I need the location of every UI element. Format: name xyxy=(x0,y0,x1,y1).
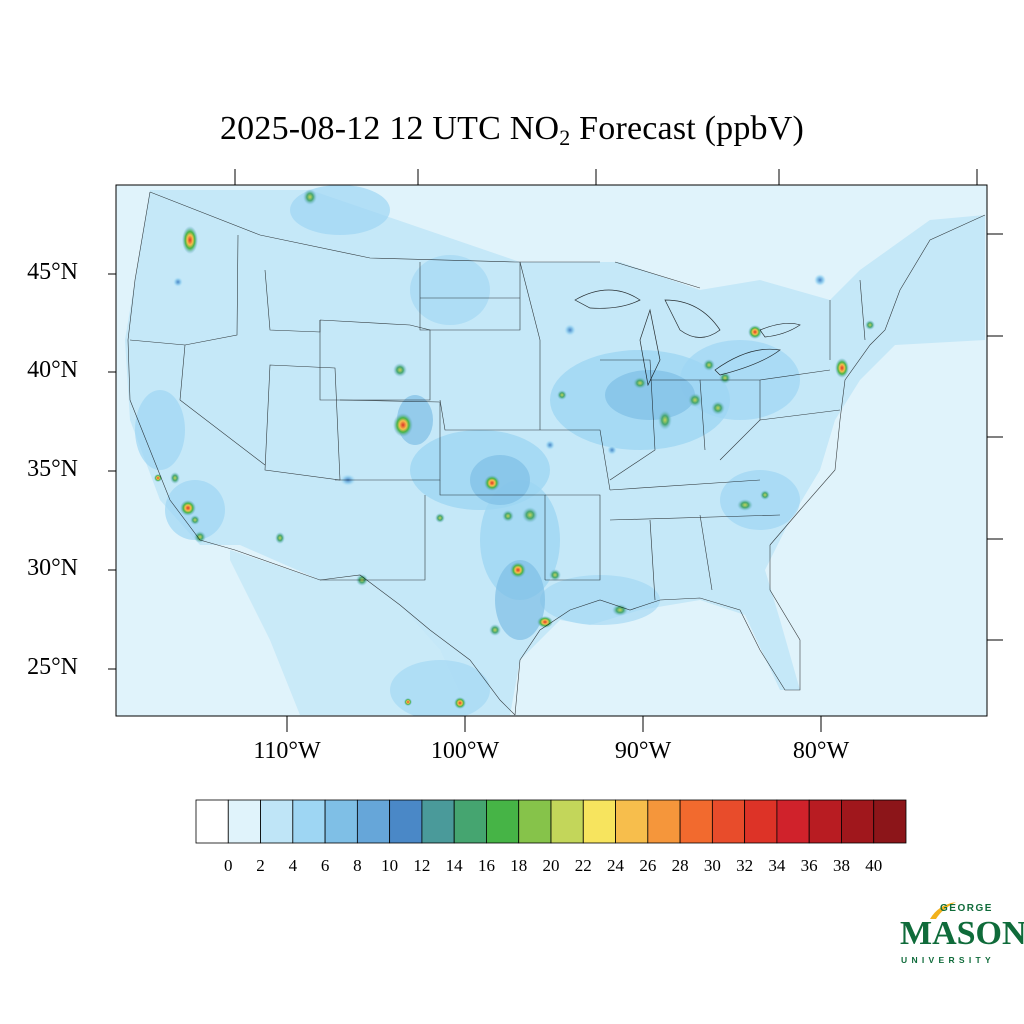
colorbar-swatch xyxy=(195,799,229,844)
lat-label-45: 45°N xyxy=(27,259,78,285)
logo-line1: GEORGE xyxy=(940,903,993,914)
colorbar-tick-label: 36 xyxy=(800,856,818,875)
colorbar-swatch xyxy=(647,799,681,844)
colorbar-swatch xyxy=(227,799,261,844)
lon-label-110w: 110°W xyxy=(253,738,321,764)
lat-label-30: 30°N xyxy=(27,555,78,581)
lon-ticks-top xyxy=(234,169,978,185)
colorbar xyxy=(195,799,907,844)
colorbar-swatch xyxy=(518,799,552,844)
lat-label-40: 40°N xyxy=(27,357,78,383)
lat-ticks-left xyxy=(108,273,116,670)
colorbar-swatch xyxy=(292,799,326,844)
lat-label-35: 35°N xyxy=(27,456,78,482)
colorbar-swatch xyxy=(873,799,907,844)
colorbar-tick-label: 12 xyxy=(413,856,431,875)
colorbar-tick-label: 32 xyxy=(736,856,754,875)
lon-label-100w: 100°W xyxy=(430,738,500,764)
logo-line2: MASON xyxy=(900,915,1024,952)
logo-swoosh-icon xyxy=(930,902,956,919)
colorbar-tick-label: 34 xyxy=(768,856,786,875)
colorbar-swatch xyxy=(453,799,487,844)
title-suffix: Forecast (ppbV) xyxy=(570,110,805,147)
colorbar-tick-label: 18 xyxy=(510,856,528,875)
colorbar-tick-label: 16 xyxy=(477,856,495,875)
colorbar-tick-label: 26 xyxy=(639,856,657,875)
colorbar-tick-label: 0 xyxy=(224,856,233,875)
colorbar-tick-label: 14 xyxy=(445,856,463,875)
colorbar-tick-label: 6 xyxy=(320,856,330,875)
colorbar-swatch xyxy=(841,799,875,844)
colorbar-swatch xyxy=(582,799,616,844)
colorbar-tick-label: 40 xyxy=(865,856,883,875)
title-prefix: 2025-08-12 12 UTC NO xyxy=(219,110,560,147)
colorbar-swatch xyxy=(324,799,358,844)
colorbar-tick-label: 24 xyxy=(607,856,625,875)
colorbar-tick-label: 20 xyxy=(542,856,560,875)
colorbar-tick-label: 4 xyxy=(288,856,298,875)
title-subscript: 2 xyxy=(559,125,571,150)
colorbar-tick-label: 28 xyxy=(671,856,689,875)
gmu-logo: GEORGE MASON UNIVERSITY xyxy=(900,902,1024,969)
colorbar-tick-label: 30 xyxy=(703,856,721,875)
colorbar-swatch xyxy=(711,799,746,844)
logo-line3: UNIVERSITY xyxy=(901,955,996,965)
boundaries xyxy=(127,191,986,716)
map-title: 2025-08-12 12 UTC NO2 Forecast (ppbV) xyxy=(0,110,1024,151)
great-lakes xyxy=(574,289,801,387)
colorbar-swatch xyxy=(421,799,455,844)
colorbar-tick-label: 38 xyxy=(832,856,850,875)
colorbar-swatch xyxy=(356,799,391,844)
colorbar-swatch xyxy=(550,799,584,844)
colorbar-tick-label: 8 xyxy=(353,856,362,875)
lon-label-90w: 90°W xyxy=(614,738,672,764)
colorbar-tick-label: 10 xyxy=(381,856,399,875)
lat-label-25: 25°N xyxy=(27,654,78,680)
colorbar-swatch xyxy=(744,799,778,844)
colorbar-swatch xyxy=(679,799,713,844)
colorbar-tick-label: 2 xyxy=(256,856,265,875)
colorbar-swatch xyxy=(389,799,423,844)
colorbar-swatch xyxy=(260,799,294,844)
map-frame xyxy=(115,184,988,717)
lon-ticks-bottom xyxy=(286,716,822,732)
lat-ticks-right xyxy=(987,233,1003,641)
colorbar-swatch xyxy=(615,799,649,844)
colorbar-swatch xyxy=(486,799,520,844)
colorbar-swatch xyxy=(808,799,842,844)
lon-label-80w: 80°W xyxy=(792,738,850,764)
colorbar-tick-label: 22 xyxy=(574,856,592,875)
colorbar-swatch xyxy=(776,799,810,844)
